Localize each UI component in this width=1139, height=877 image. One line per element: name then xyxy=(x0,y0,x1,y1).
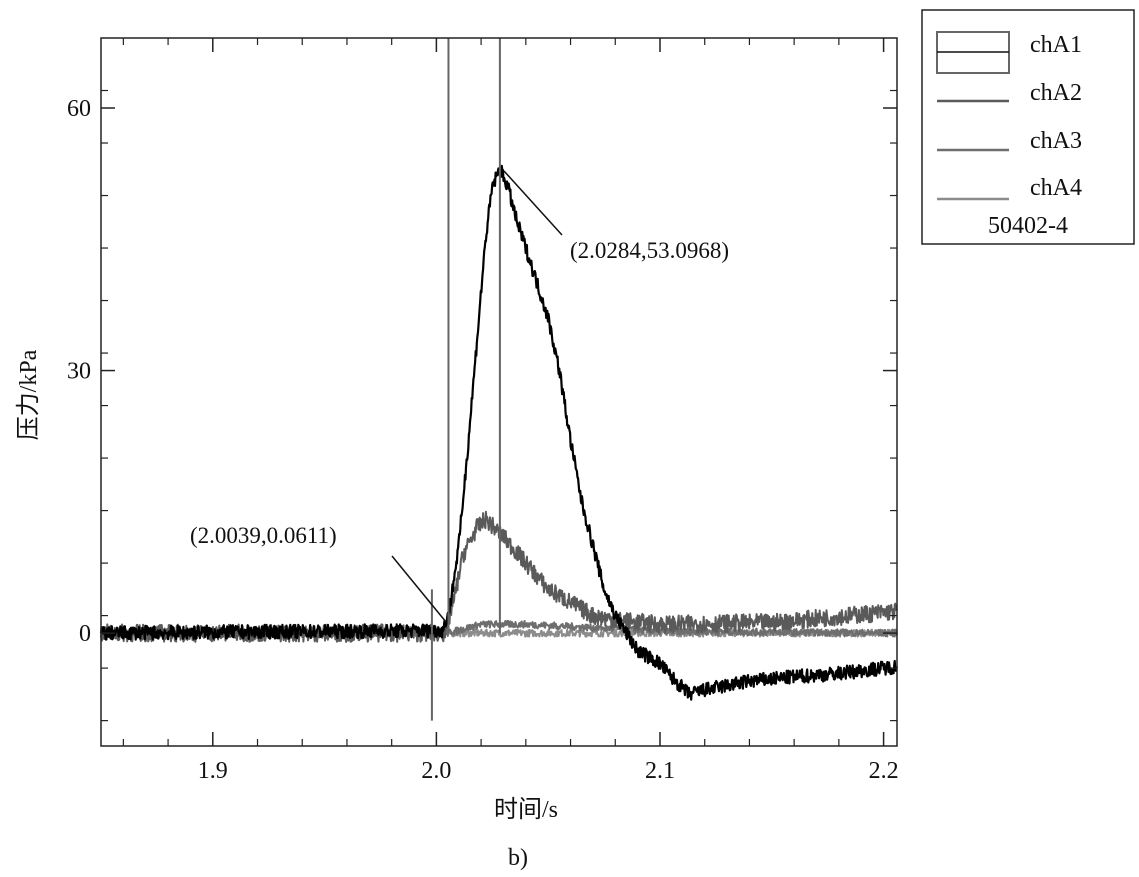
x-tick-label: 1.9 xyxy=(198,758,228,784)
plot-area xyxy=(99,38,899,721)
annotation-peak: (2.0284,53.0968) xyxy=(570,238,729,263)
legend: chA1 chA2 chA3 chA4 50402-4 xyxy=(921,9,1135,245)
legend-note: 50402-4 xyxy=(988,213,1068,239)
legend-box xyxy=(921,9,1135,245)
legend-label-chA4: chA4 xyxy=(1030,175,1082,201)
y-axis-title: 压力/kPa xyxy=(15,349,42,440)
axis-ticks: 1.9 2.0 2.1 2.2 0 30 60 xyxy=(67,38,899,784)
annotation-leader-peak xyxy=(503,170,563,236)
x-axis-title: 时间/s xyxy=(494,796,558,823)
annotation-start: (2.0039,0.0611) xyxy=(190,523,337,548)
y-tick-label: 0 xyxy=(79,621,91,647)
legend-label-chA3: chA3 xyxy=(1030,128,1082,154)
legend-label-chA1: chA1 xyxy=(1030,32,1082,58)
x-tick-label: 2.2 xyxy=(869,758,899,784)
annotation-leader-start xyxy=(391,555,447,623)
plot-frame xyxy=(100,37,898,747)
figure-caption: b) xyxy=(508,845,528,871)
y-tick-label: 60 xyxy=(67,96,91,122)
x-tick-label: 2.0 xyxy=(421,758,451,784)
y-tick-label: 30 xyxy=(67,359,91,385)
legend-label-chA2: chA2 xyxy=(1030,80,1082,106)
x-tick-label: 2.1 xyxy=(645,758,675,784)
